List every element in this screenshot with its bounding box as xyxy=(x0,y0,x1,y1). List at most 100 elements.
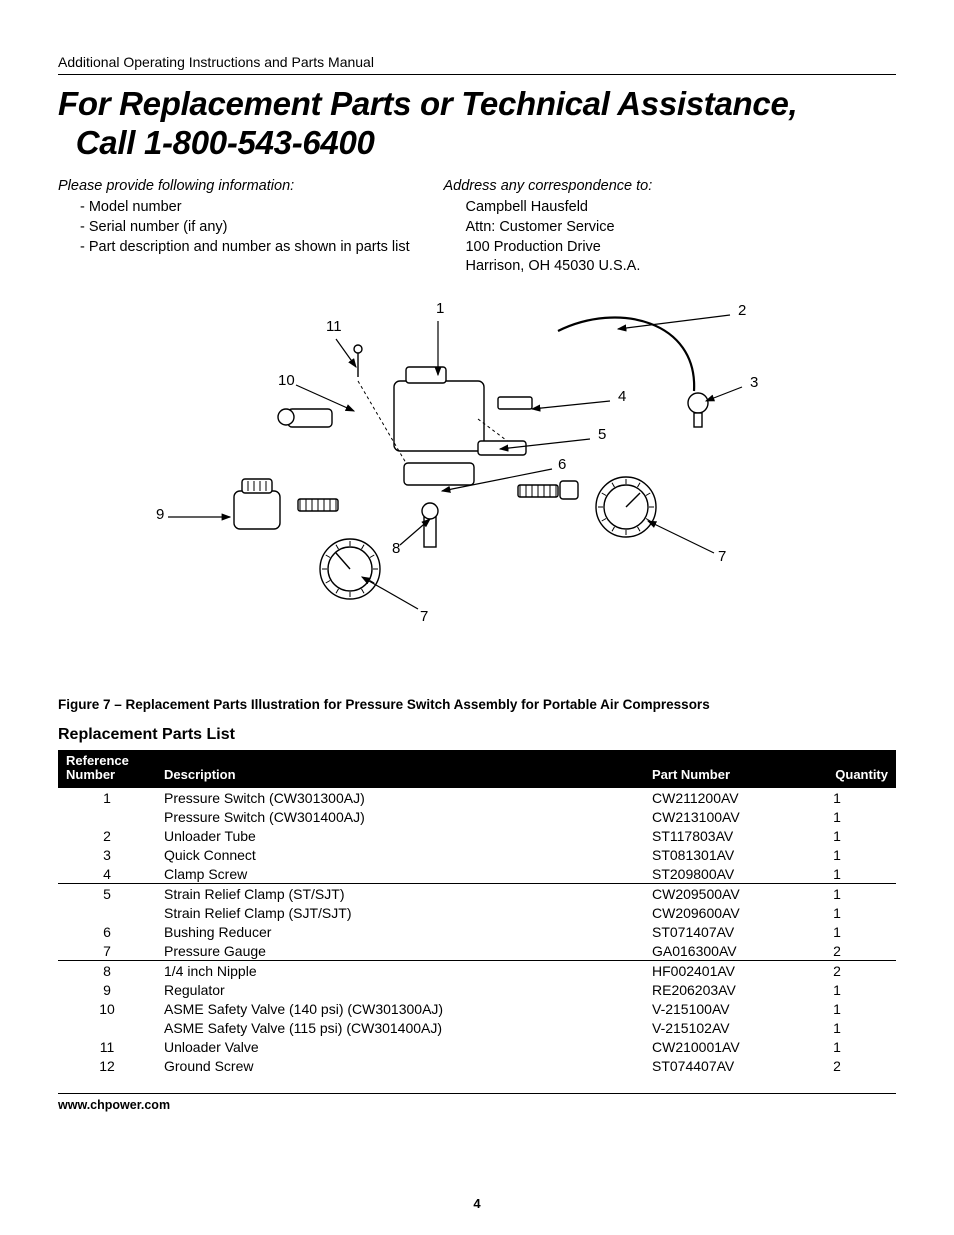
parts-diagram: 12345677891011 xyxy=(58,291,896,671)
cell-partnumber: ST071407AV xyxy=(644,922,800,941)
cell-desc: Pressure Switch (CW301400AJ) xyxy=(156,807,644,826)
page-number: 4 xyxy=(0,1196,954,1211)
cell-qty: 1 xyxy=(800,1018,896,1037)
cell-desc: Unloader Tube xyxy=(156,826,644,845)
cell-partnumber: V-215102AV xyxy=(644,1018,800,1037)
cell-partnumber: CW209600AV xyxy=(644,903,800,922)
figure-caption: Figure 7 – Replacement Parts Illustratio… xyxy=(58,697,896,712)
cell-qty: 2 xyxy=(800,961,896,981)
table-row: 12Ground ScrewST074407AV2 xyxy=(58,1056,896,1075)
address-line: Attn: Customer Service xyxy=(465,218,896,238)
address-block: Address any correspondence to: Campbell … xyxy=(443,177,896,277)
cell-partnumber: V-215100AV xyxy=(644,999,800,1018)
cell-qty: 1 xyxy=(800,999,896,1018)
cell-qty: 1 xyxy=(800,826,896,845)
header-rule xyxy=(58,74,896,75)
cell-ref: 2 xyxy=(58,826,156,845)
running-header: Additional Operating Instructions and Pa… xyxy=(58,54,896,70)
table-row: 81/4 inch NippleHF002401AV2 xyxy=(58,961,896,981)
cell-partnumber: CW213100AV xyxy=(644,807,800,826)
cell-qty: 1 xyxy=(800,845,896,864)
table-row: 10ASME Safety Valve (140 psi) (CW301300A… xyxy=(58,999,896,1018)
cell-desc: Regulator xyxy=(156,980,644,999)
table-row: 11Unloader ValveCW210001AV1 xyxy=(58,1037,896,1056)
col-ref: ReferenceNumber xyxy=(58,750,156,789)
svg-text:8: 8 xyxy=(392,540,400,557)
table-row: ASME Safety Valve (115 psi) (CW301400AJ)… xyxy=(58,1018,896,1037)
svg-text:7: 7 xyxy=(718,548,726,565)
cell-partnumber: CW211200AV xyxy=(644,788,800,807)
table-row: 5Strain Relief Clamp (ST/SJT)CW209500AV1 xyxy=(58,884,896,904)
table-row: 2Unloader TubeST117803AV1 xyxy=(58,826,896,845)
title-line-1: For Replacement Parts or Technical Assis… xyxy=(58,85,797,122)
table-row: 9RegulatorRE206203AV1 xyxy=(58,980,896,999)
cell-partnumber: ST074407AV xyxy=(644,1056,800,1075)
table-row: 1Pressure Switch (CW301300AJ)CW211200AV1 xyxy=(58,788,896,807)
cell-desc: Quick Connect xyxy=(156,845,644,864)
cell-ref: 3 xyxy=(58,845,156,864)
cell-partnumber: ST209800AV xyxy=(644,864,800,884)
cell-ref: 8 xyxy=(58,961,156,981)
address-line: 100 Production Drive xyxy=(465,238,896,258)
address-line: Campbell Hausfeld xyxy=(465,198,896,218)
svg-text:11: 11 xyxy=(326,318,342,335)
cell-ref: 11 xyxy=(58,1037,156,1056)
cell-ref: 6 xyxy=(58,922,156,941)
cell-ref: 4 xyxy=(58,864,156,884)
cell-ref xyxy=(58,807,156,826)
cell-partnumber: HF002401AV xyxy=(644,961,800,981)
cell-ref: 7 xyxy=(58,941,156,961)
address-lead: Address any correspondence to: xyxy=(443,177,896,197)
table-row: 6Bushing ReducerST071407AV1 xyxy=(58,922,896,941)
provide-info-item: - Model number xyxy=(80,198,443,218)
cell-ref: 5 xyxy=(58,884,156,904)
svg-text:10: 10 xyxy=(278,372,295,389)
provide-info-item: - Part description and number as shown i… xyxy=(80,238,443,258)
cell-desc: Unloader Valve xyxy=(156,1037,644,1056)
cell-partnumber: CW210001AV xyxy=(644,1037,800,1056)
svg-text:9: 9 xyxy=(156,506,164,523)
cell-ref: 10 xyxy=(58,999,156,1018)
cell-partnumber: CW209500AV xyxy=(644,884,800,904)
cell-desc: Bushing Reducer xyxy=(156,922,644,941)
cell-qty: 1 xyxy=(800,884,896,904)
cell-ref: 12 xyxy=(58,1056,156,1075)
cell-desc: ASME Safety Valve (140 psi) (CW301300AJ) xyxy=(156,999,644,1018)
cell-qty: 1 xyxy=(800,1037,896,1056)
cell-partnumber: ST081301AV xyxy=(644,845,800,864)
cell-partnumber: GA016300AV xyxy=(644,941,800,961)
cell-qty: 1 xyxy=(800,922,896,941)
cell-ref: 1 xyxy=(58,788,156,807)
col-qty: Quantity xyxy=(800,750,896,789)
table-row: 7Pressure GaugeGA016300AV2 xyxy=(58,941,896,961)
cell-qty: 1 xyxy=(800,807,896,826)
cell-qty: 2 xyxy=(800,941,896,961)
cell-desc: Strain Relief Clamp (ST/SJT) xyxy=(156,884,644,904)
cell-qty: 1 xyxy=(800,788,896,807)
footer-rule xyxy=(58,1093,896,1094)
table-row: 3Quick ConnectST081301AV1 xyxy=(58,845,896,864)
cell-qty: 1 xyxy=(800,864,896,884)
svg-text:3: 3 xyxy=(750,374,758,391)
cell-ref xyxy=(58,903,156,922)
table-row: Pressure Switch (CW301400AJ)CW213100AV1 xyxy=(58,807,896,826)
col-desc: Description xyxy=(156,750,644,789)
page-title: For Replacement Parts or Technical Assis… xyxy=(58,85,896,163)
cell-qty: 2 xyxy=(800,1056,896,1075)
parts-table: ReferenceNumber Description Part Number … xyxy=(58,750,896,1076)
provide-info-block: Please provide following information: - … xyxy=(58,177,443,277)
provide-info-item: - Serial number (if any) xyxy=(80,218,443,238)
diagram-svg: 12345677891011 xyxy=(58,291,896,671)
col-partnumber: Part Number xyxy=(644,750,800,789)
cell-desc: Pressure Switch (CW301300AJ) xyxy=(156,788,644,807)
svg-text:2: 2 xyxy=(738,302,746,319)
table-row: 4Clamp ScrewST209800AV1 xyxy=(58,864,896,884)
footer-url: www.chpower.com xyxy=(58,1098,896,1112)
cell-desc: Ground Screw xyxy=(156,1056,644,1075)
cell-qty: 1 xyxy=(800,980,896,999)
cell-desc: Pressure Gauge xyxy=(156,941,644,961)
cell-desc: ASME Safety Valve (115 psi) (CW301400AJ) xyxy=(156,1018,644,1037)
cell-desc: Clamp Screw xyxy=(156,864,644,884)
svg-text:6: 6 xyxy=(558,456,566,473)
cell-qty: 1 xyxy=(800,903,896,922)
